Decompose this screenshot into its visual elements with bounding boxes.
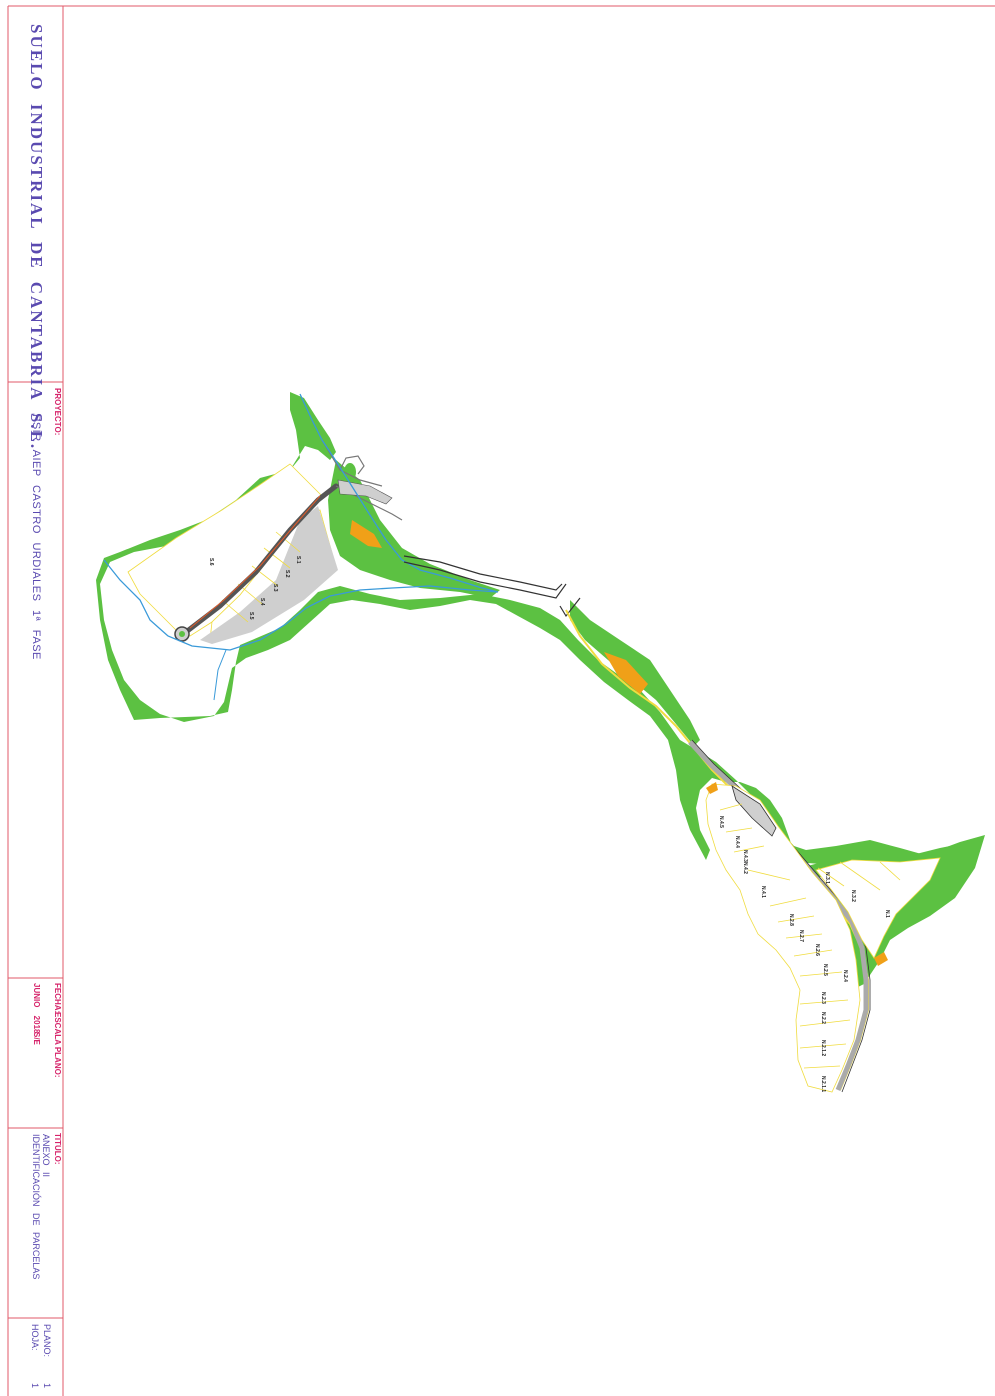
parcel-area-north: [705, 783, 861, 1093]
public-plot-middle: [604, 652, 648, 694]
river-main: [103, 393, 499, 651]
parcel-label-s-4: S.4: [259, 598, 265, 606]
green-area-south: [96, 392, 985, 988]
road-south-edge: [189, 495, 321, 629]
parcel-label-n-4-2: N.4.2: [742, 862, 748, 874]
public-plot-north: [874, 952, 888, 966]
parcel-area-north-east: [815, 857, 941, 959]
parcel-label-n-1: N.1: [884, 910, 890, 918]
public-plot-north-junction: [350, 520, 382, 548]
river-tributary: [213, 649, 227, 701]
parcel-label-n-4-3: N.4.3: [742, 850, 748, 862]
parcel-label-n-2-3: N.2.3: [820, 992, 826, 1004]
parcel-label-s-5: S.5: [248, 612, 254, 620]
parcel-label-n-2-7: N.2.7: [798, 930, 804, 942]
parcel-label-n-2-4: N.2.4: [842, 970, 848, 982]
parcel-label-s-2: S.2: [284, 570, 290, 578]
green-island: [344, 463, 356, 481]
parcel-label-n-3-2: N.3.2: [850, 890, 856, 902]
parcel-label-n-2-5: N.2.5: [822, 964, 828, 976]
parcel-label-n-3-1: N.3.1: [824, 872, 830, 884]
parcel-dividers-north: [719, 803, 901, 1069]
parcel-label-s-3: S.3: [272, 584, 278, 592]
parcel-label-n-2-1-1: N.2.1.1: [820, 1076, 826, 1092]
public-plot-north-west: [706, 782, 718, 794]
parcel-label-n-2-8: N.2.8: [788, 914, 794, 926]
parcel-label-s-1: S.1: [295, 556, 301, 564]
parcel-label-s-6: S.6: [208, 558, 214, 566]
pavement-south: [200, 506, 338, 644]
parcel-label-n-4-1: N.4.1: [760, 886, 766, 898]
roundabout-center: [179, 631, 185, 637]
north-parcel-labels: N.1 N.2.1.1 N.2.1.2 N.2.2 N.2.3 N.2.4 N.2.5 N.2…: [718, 816, 890, 1092]
parcel-label-n-2-1-2: N.2.1.2: [820, 1040, 826, 1056]
parcel-label-n-2-6: N.2.6: [814, 944, 820, 956]
pavement-north: [731, 785, 777, 837]
south-parcel-labels: S.1 S.2 S.3 S.4 S.5 S.6: [208, 556, 301, 620]
green-strip-road: [328, 460, 500, 598]
parcel-label-n-4-4: N.4.4: [734, 836, 740, 848]
road-connector: [403, 555, 581, 618]
parcel-label-n-2-2: N.2.2: [820, 1012, 826, 1024]
parcel-label-n-4-5: N.4.5: [718, 816, 724, 828]
